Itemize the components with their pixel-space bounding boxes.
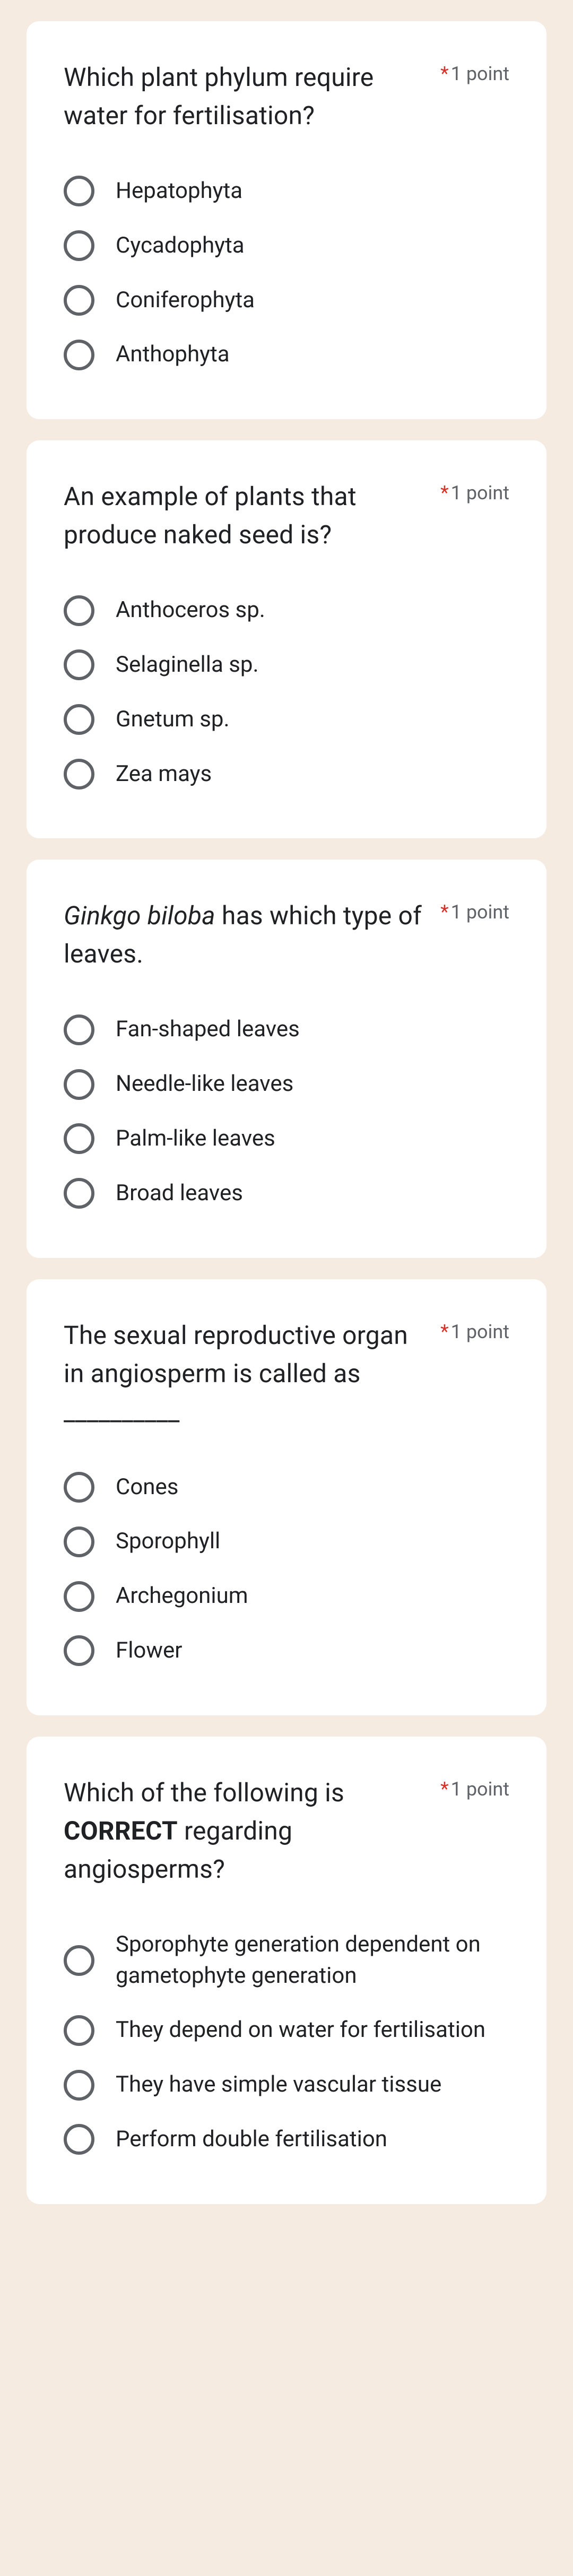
option-row[interactable]: Cycadophyta bbox=[64, 219, 509, 273]
radio-icon[interactable] bbox=[64, 759, 94, 790]
option-row[interactable]: Coniferophyta bbox=[64, 273, 509, 328]
option-row[interactable]: They depend on water for fertilisation bbox=[64, 2003, 509, 2058]
option-row[interactable]: Flower bbox=[64, 1624, 509, 1678]
option-label: They depend on water for fertilisation bbox=[116, 2015, 485, 2046]
question-header: Which plant phylum require water for fer… bbox=[64, 58, 509, 135]
option-label: Flower bbox=[116, 1635, 182, 1667]
question-text: The sexual reproductive organ in angiosp… bbox=[64, 1316, 440, 1431]
option-label: Anthophyta bbox=[116, 339, 230, 370]
option-label: Zea mays bbox=[116, 759, 212, 790]
radio-icon[interactable] bbox=[64, 649, 94, 680]
option-label: Gnetum sp. bbox=[116, 704, 230, 735]
radio-icon[interactable] bbox=[64, 1178, 94, 1209]
radio-icon[interactable] bbox=[64, 2070, 94, 2101]
radio-icon[interactable] bbox=[64, 1472, 94, 1503]
required-star: * bbox=[440, 63, 449, 85]
question-header: An example of plants that produce naked … bbox=[64, 478, 509, 554]
required-star: * bbox=[440, 1321, 449, 1343]
option-row[interactable]: Sporophyll bbox=[64, 1514, 509, 1569]
question-card: The sexual reproductive organ in angiosp… bbox=[27, 1279, 546, 1715]
option-label: Anthoceros sp. bbox=[116, 595, 265, 626]
form-container: Which plant phylum require water for fer… bbox=[0, 21, 573, 2204]
option-row[interactable]: Needle-like leaves bbox=[64, 1057, 509, 1112]
question-card: An example of plants that produce naked … bbox=[27, 440, 546, 838]
option-label: Cones bbox=[116, 1472, 178, 1503]
option-row[interactable]: Hepatophyta bbox=[64, 164, 509, 219]
option-label: Selaginella sp. bbox=[116, 649, 259, 681]
option-row[interactable]: Perform double fertilisation bbox=[64, 2112, 509, 2167]
option-row[interactable]: Sporophyte generation dependent on gamet… bbox=[64, 1918, 509, 2003]
radio-icon[interactable] bbox=[64, 1069, 94, 1100]
points-text: 1 point bbox=[451, 482, 509, 504]
option-row[interactable]: Gnetum sp. bbox=[64, 692, 509, 747]
option-row[interactable]: Palm-like leaves bbox=[64, 1112, 509, 1166]
question-text: Which of the following is CORRECT regard… bbox=[64, 1774, 440, 1888]
points-label: *1 point bbox=[440, 482, 509, 504]
points-label: *1 point bbox=[440, 1321, 509, 1343]
radio-icon[interactable] bbox=[64, 2124, 94, 2155]
radio-icon[interactable] bbox=[64, 1581, 94, 1612]
option-row[interactable]: Broad leaves bbox=[64, 1166, 509, 1221]
radio-icon[interactable] bbox=[64, 1526, 94, 1557]
option-label: Sporophyte generation dependent on gamet… bbox=[116, 1929, 509, 1992]
radio-icon[interactable] bbox=[64, 2015, 94, 2046]
question-text: An example of plants that produce naked … bbox=[64, 478, 440, 554]
option-label: Coniferophyta bbox=[116, 285, 255, 316]
points-label: *1 point bbox=[440, 63, 509, 85]
question-card: Which plant phylum require water for fer… bbox=[27, 21, 546, 419]
option-label: Needle-like leaves bbox=[116, 1069, 293, 1100]
radio-icon[interactable] bbox=[64, 1945, 94, 1976]
required-star: * bbox=[440, 901, 449, 923]
points-label: *1 point bbox=[440, 901, 509, 923]
radio-icon[interactable] bbox=[64, 1635, 94, 1666]
radio-icon[interactable] bbox=[64, 285, 94, 316]
radio-icon[interactable] bbox=[64, 1123, 94, 1154]
option-row[interactable]: Fan-shaped leaves bbox=[64, 1002, 509, 1057]
points-text: 1 point bbox=[451, 1778, 509, 1800]
option-label: Cycadophyta bbox=[116, 230, 245, 262]
option-row[interactable]: Anthophyta bbox=[64, 327, 509, 382]
radio-icon[interactable] bbox=[64, 1014, 94, 1045]
required-star: * bbox=[440, 482, 449, 504]
question-header: The sexual reproductive organ in angiosp… bbox=[64, 1316, 509, 1431]
points-text: 1 point bbox=[451, 63, 509, 85]
radio-icon[interactable] bbox=[64, 340, 94, 370]
option-label: Hepatophyta bbox=[116, 176, 242, 207]
question-header: Ginkgo biloba has which type of leaves.*… bbox=[64, 897, 509, 973]
question-text: Ginkgo biloba has which type of leaves. bbox=[64, 897, 440, 973]
option-row[interactable]: Archegonium bbox=[64, 1569, 509, 1624]
question-card: Which of the following is CORRECT regard… bbox=[27, 1737, 546, 2204]
radio-icon[interactable] bbox=[64, 595, 94, 626]
radio-icon[interactable] bbox=[64, 704, 94, 735]
option-row[interactable]: They have simple vascular tissue bbox=[64, 2058, 509, 2112]
option-label: They have simple vascular tissue bbox=[116, 2069, 441, 2101]
option-label: Archegonium bbox=[116, 1581, 248, 1612]
question-card: Ginkgo biloba has which type of leaves.*… bbox=[27, 860, 546, 1257]
question-text: Which plant phylum require water for fer… bbox=[64, 58, 440, 135]
option-row[interactable]: Cones bbox=[64, 1460, 509, 1515]
points-label: *1 point bbox=[440, 1778, 509, 1800]
option-label: Sporophyll bbox=[116, 1526, 220, 1557]
question-header: Which of the following is CORRECT regard… bbox=[64, 1774, 509, 1888]
option-label: Palm-like leaves bbox=[116, 1123, 275, 1155]
option-row[interactable]: Zea mays bbox=[64, 747, 509, 802]
option-label: Fan-shaped leaves bbox=[116, 1014, 300, 1045]
required-star: * bbox=[440, 1778, 449, 1800]
points-text: 1 point bbox=[451, 1321, 509, 1343]
option-label: Broad leaves bbox=[116, 1178, 243, 1209]
radio-icon[interactable] bbox=[64, 230, 94, 261]
option-row[interactable]: Anthoceros sp. bbox=[64, 583, 509, 638]
points-text: 1 point bbox=[451, 901, 509, 923]
radio-icon[interactable] bbox=[64, 176, 94, 206]
option-label: Perform double fertilisation bbox=[116, 2124, 387, 2155]
option-row[interactable]: Selaginella sp. bbox=[64, 638, 509, 692]
